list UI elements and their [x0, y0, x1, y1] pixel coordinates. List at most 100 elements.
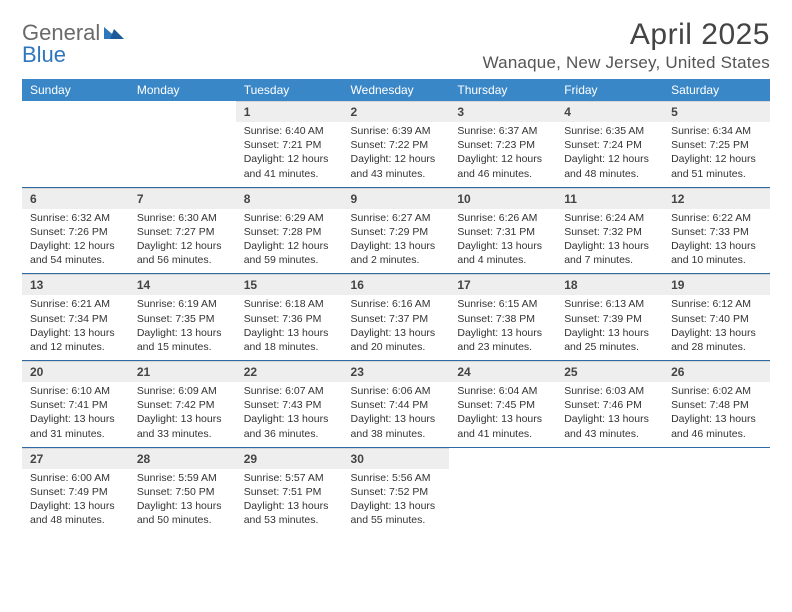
day-body: Sunrise: 6:00 AMSunset: 7:49 PMDaylight:… — [22, 469, 129, 534]
day-cell: 22 — [236, 361, 343, 382]
day-line: Sunrise: 6:02 AM — [671, 384, 764, 398]
day-body-cell: Sunrise: 6:21 AMSunset: 7:34 PMDaylight:… — [22, 295, 129, 360]
day-number: 7 — [129, 188, 236, 209]
day-number: 10 — [449, 188, 556, 209]
day-number: 21 — [129, 361, 236, 382]
day-line: Sunset: 7:24 PM — [564, 138, 657, 152]
day-line: and 25 minutes. — [564, 340, 657, 354]
day-line: and 54 minutes. — [30, 253, 123, 267]
day-cell: 19 — [663, 274, 770, 295]
day-line: Daylight: 13 hours — [137, 499, 230, 513]
day-body: Sunrise: 6:13 AMSunset: 7:39 PMDaylight:… — [556, 295, 663, 360]
week-num-row: 27282930 — [22, 448, 770, 469]
day-cell: 10 — [449, 188, 556, 209]
day-number: 25 — [556, 361, 663, 382]
day-body: Sunrise: 5:57 AMSunset: 7:51 PMDaylight:… — [236, 469, 343, 534]
day-cell: 25 — [556, 361, 663, 382]
day-line: Daylight: 12 hours — [671, 152, 764, 166]
day-line: Sunset: 7:43 PM — [244, 398, 337, 412]
day-body-cell: Sunrise: 6:35 AMSunset: 7:24 PMDaylight:… — [556, 122, 663, 187]
day-line: Sunrise: 6:32 AM — [30, 211, 123, 225]
header: General April 2025 Wanaque, New Jersey, … — [22, 18, 770, 73]
day-line: Sunrise: 5:57 AM — [244, 471, 337, 485]
day-line: and 48 minutes. — [30, 513, 123, 527]
day-line: and 56 minutes. — [137, 253, 230, 267]
day-line: and 41 minutes. — [457, 427, 550, 441]
day-number: 22 — [236, 361, 343, 382]
day-number: 23 — [343, 361, 450, 382]
day-line: Daylight: 12 hours — [30, 239, 123, 253]
day-line: and 43 minutes. — [351, 167, 444, 181]
day-number — [449, 448, 556, 468]
day-number: 16 — [343, 274, 450, 295]
day-line: Sunrise: 6:10 AM — [30, 384, 123, 398]
day-cell: 3 — [449, 101, 556, 122]
day-number: 9 — [343, 188, 450, 209]
day-body — [663, 472, 770, 530]
day-body-cell — [449, 469, 556, 534]
week-body-row: Sunrise: 6:21 AMSunset: 7:34 PMDaylight:… — [22, 295, 770, 360]
day-body-cell: Sunrise: 6:04 AMSunset: 7:45 PMDaylight:… — [449, 382, 556, 447]
day-line: Sunset: 7:40 PM — [671, 312, 764, 326]
day-cell: 8 — [236, 188, 343, 209]
day-cell: 21 — [129, 361, 236, 382]
day-body-cell: Sunrise: 6:19 AMSunset: 7:35 PMDaylight:… — [129, 295, 236, 360]
day-number — [663, 448, 770, 468]
day-line: Daylight: 13 hours — [671, 239, 764, 253]
day-line: Sunrise: 6:22 AM — [671, 211, 764, 225]
day-cell: 13 — [22, 274, 129, 295]
day-line: Sunrise: 6:13 AM — [564, 297, 657, 311]
day-line: Daylight: 12 hours — [564, 152, 657, 166]
day-line: and 50 minutes. — [137, 513, 230, 527]
day-body: Sunrise: 6:37 AMSunset: 7:23 PMDaylight:… — [449, 122, 556, 187]
day-cell: 20 — [22, 361, 129, 382]
day-line: Sunrise: 6:29 AM — [244, 211, 337, 225]
day-cell: 14 — [129, 274, 236, 295]
day-body-cell: Sunrise: 6:07 AMSunset: 7:43 PMDaylight:… — [236, 382, 343, 447]
week-num-row: 13141516171819 — [22, 274, 770, 295]
day-line: Sunset: 7:38 PM — [457, 312, 550, 326]
day-line: Sunset: 7:39 PM — [564, 312, 657, 326]
day-line: Sunset: 7:50 PM — [137, 485, 230, 499]
day-cell: 1 — [236, 101, 343, 122]
day-line: Sunset: 7:49 PM — [30, 485, 123, 499]
day-body — [22, 125, 129, 183]
day-line: Daylight: 12 hours — [244, 152, 337, 166]
title-block: April 2025 Wanaque, New Jersey, United S… — [483, 18, 770, 73]
day-line: Daylight: 12 hours — [351, 152, 444, 166]
day-line: Daylight: 13 hours — [457, 326, 550, 340]
day-cell: 15 — [236, 274, 343, 295]
day-line: Sunset: 7:31 PM — [457, 225, 550, 239]
day-body: Sunrise: 6:07 AMSunset: 7:43 PMDaylight:… — [236, 382, 343, 447]
day-body-cell: Sunrise: 6:10 AMSunset: 7:41 PMDaylight:… — [22, 382, 129, 447]
day-number: 17 — [449, 274, 556, 295]
day-line: Daylight: 13 hours — [244, 499, 337, 513]
day-line: Sunset: 7:23 PM — [457, 138, 550, 152]
day-cell: 7 — [129, 188, 236, 209]
day-body-cell: Sunrise: 6:03 AMSunset: 7:46 PMDaylight:… — [556, 382, 663, 447]
day-body: Sunrise: 6:34 AMSunset: 7:25 PMDaylight:… — [663, 122, 770, 187]
day-body: Sunrise: 6:24 AMSunset: 7:32 PMDaylight:… — [556, 209, 663, 274]
day-cell — [663, 448, 770, 469]
day-line: and 53 minutes. — [244, 513, 337, 527]
day-number — [22, 102, 129, 122]
day-number: 11 — [556, 188, 663, 209]
day-line: Sunset: 7:52 PM — [351, 485, 444, 499]
day-line: Sunset: 7:45 PM — [457, 398, 550, 412]
day-line: Daylight: 13 hours — [244, 326, 337, 340]
week-body-row: Sunrise: 6:40 AMSunset: 7:21 PMDaylight:… — [22, 122, 770, 187]
day-cell: 28 — [129, 448, 236, 469]
day-line: Sunrise: 6:30 AM — [137, 211, 230, 225]
day-line: Sunset: 7:22 PM — [351, 138, 444, 152]
day-line: and 20 minutes. — [351, 340, 444, 354]
day-line: and 33 minutes. — [137, 427, 230, 441]
day-line: Sunrise: 6:06 AM — [351, 384, 444, 398]
day-body: Sunrise: 6:04 AMSunset: 7:45 PMDaylight:… — [449, 382, 556, 447]
logo-triangle-icon — [104, 23, 124, 44]
dayhead-mon: Monday — [129, 79, 236, 101]
day-line: and 46 minutes. — [457, 167, 550, 181]
day-number: 3 — [449, 101, 556, 122]
day-cell — [556, 448, 663, 469]
day-body-cell — [22, 122, 129, 187]
day-number: 13 — [22, 274, 129, 295]
